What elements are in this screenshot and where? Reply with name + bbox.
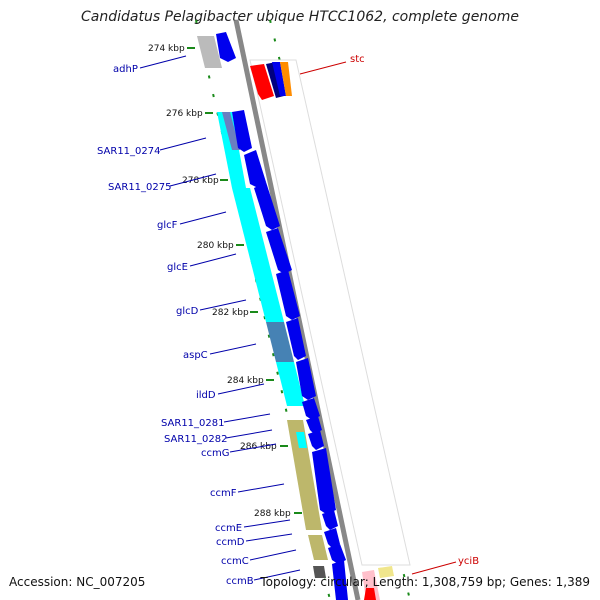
gene-label-ccmg[interactable]: ccmG [201,448,230,459]
tick-label: 284 kbp [227,376,264,386]
stc-feature-orange[interactable] [280,62,292,96]
gene-label-ccme[interactable]: ccmE [215,523,242,534]
leader-line [237,483,285,493]
leader-line [411,561,457,575]
leader-line [299,61,347,75]
cds-arrow[interactable] [302,398,320,420]
cds-arrow[interactable] [276,270,300,320]
cog-block-ccm[interactable] [287,420,322,530]
cds-arrow[interactable] [324,528,340,548]
leader-line [209,343,257,355]
yci-feature-yellow[interactable] [378,566,394,578]
cog-block-ildd[interactable] [276,362,305,406]
gene-label-glce[interactable]: glcE [167,262,188,273]
cds-arrows [216,32,348,600]
yci-feature-red[interactable] [364,588,376,600]
gene-label-sar11-0274[interactable]: SAR11_0274 [97,146,161,157]
leader-line [169,173,217,187]
cds-arrow[interactable] [244,150,266,188]
gene-label-ccmb[interactable]: ccmB [226,576,254,587]
cds-arrow[interactable] [322,510,338,530]
leader-line [179,211,227,225]
cog-block-adhp[interactable] [197,36,222,68]
tick-label: 274 kbp [148,44,185,54]
leader-line [199,299,247,311]
left-gene-labels: adhP SAR11_0274 SAR11_0275 glcF glcE glc… [97,55,301,587]
genome-summary: Topology: circular; Length: 1,308,759 bp… [260,575,590,589]
stc-feature-blue[interactable] [272,62,286,96]
cds-arrow[interactable] [332,560,348,600]
gene-label-ccmc[interactable]: ccmC [221,556,249,567]
cds-arrow[interactable] [308,430,324,450]
map-title: Candidatus Pelagibacter ubique HTCC1062,… [80,9,519,25]
leader-line [225,429,273,439]
tick-label: 276 kbp [166,109,203,119]
cds-arrow[interactable] [266,228,292,274]
leader-line [139,55,187,69]
accession-label: Accession: NC_007205 [9,575,146,589]
cog-block-glc[interactable] [232,188,284,322]
leader-line [243,519,291,528]
cog-block-sar11-0274[interactable] [217,112,246,188]
tick-label: 288 kbp [254,509,291,519]
leader-line [223,413,271,423]
cds-arrow[interactable] [216,32,236,62]
outer-feature-band [249,59,411,566]
cds-arrow[interactable] [286,318,306,360]
gene-label-sar11-0282[interactable]: SAR11_0282 [164,434,228,445]
cds-arrow[interactable] [254,182,280,230]
leader-line [249,549,297,561]
cds-arrow[interactable] [296,358,316,400]
gene-label-ildd[interactable]: ildD [196,390,216,401]
tick-label: 280 kbp [197,241,234,251]
leader-line [159,137,207,151]
cog-block-aspc[interactable] [266,322,294,362]
leader-line [189,253,237,267]
cds-arrow[interactable] [312,448,336,514]
leader-line [229,443,277,453]
gene-label-aspc[interactable]: aspC [183,350,208,361]
gene-label-ccmd[interactable]: ccmD [216,537,245,548]
gene-label-sar11-0275[interactable]: SAR11_0275 [108,182,172,193]
gene-label-stc[interactable]: stc [350,54,365,65]
leader-line [245,533,293,542]
leader-line [253,569,301,581]
cds-arrow[interactable] [306,416,322,434]
leader-line [217,383,265,395]
gene-label-adhp[interactable]: adhP [113,64,138,75]
gene-label-glcd[interactable]: glcD [176,306,199,317]
cog-block-sar11-0274-dark[interactable] [222,112,240,150]
gene-label-sar11-0281[interactable]: SAR11_0281 [161,418,225,429]
right-gene-labels: stc yciB [299,54,479,575]
cog-block-ccmc[interactable] [308,535,328,560]
stc-feature-red[interactable] [250,64,274,100]
gene-label-glcf[interactable]: glcF [157,220,178,231]
gene-label-ccmf[interactable]: ccmF [210,488,237,499]
tick-label: 282 kbp [212,308,249,318]
cog-block-small-cyan[interactable] [296,432,307,448]
cds-arrow[interactable] [328,544,346,564]
grey-small-feature[interactable] [313,566,326,578]
gene-label-ycib[interactable]: yciB [458,556,479,567]
tick-label: 278 kbp [182,176,219,186]
cds-arrow[interactable] [232,110,252,152]
